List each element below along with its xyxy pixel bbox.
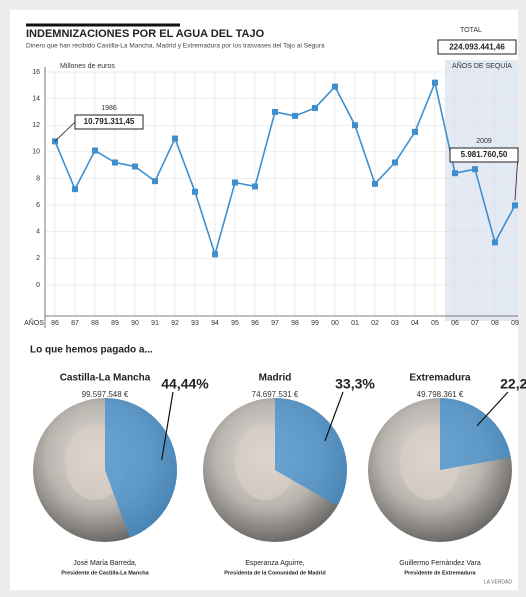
amount: 49.798.361 €: [417, 390, 464, 399]
pie-wedge: [275, 398, 347, 506]
y-tick-label: 0: [36, 282, 40, 289]
chart-subtitle: Dinero que han recibido Castilla-La Manc…: [26, 43, 325, 50]
x-tick-label: 92: [171, 320, 179, 327]
x-tick-label: 99: [311, 320, 319, 327]
data-point: [172, 135, 178, 142]
data-point: [72, 186, 78, 193]
data-label: 10.791.311,45: [84, 117, 135, 126]
x-tick-label: 08: [491, 320, 499, 327]
annotation: 2009: [476, 138, 492, 145]
shade-label: AÑOS DE SEQUÍA: [452, 61, 512, 70]
person-name: Guillermo Fernández Vara: [399, 560, 481, 567]
data-point: [152, 178, 158, 185]
data-label: 5.981.760,50: [461, 150, 508, 159]
data-point: [432, 79, 438, 86]
x-tick-label: 02: [371, 320, 379, 327]
x-tick-label: 07: [471, 320, 479, 327]
person-role: Presidente de Castilla-La Mancha: [61, 570, 149, 576]
data-point: [272, 108, 278, 115]
x-axis-label: AÑOS: [24, 318, 44, 327]
x-tick-label: 05: [431, 320, 439, 327]
data-point: [232, 179, 238, 186]
total-label: TOTAL: [460, 27, 482, 34]
data-point: [192, 188, 198, 195]
section-title: Lo que hemos pagado a...: [30, 345, 153, 356]
pie-wedge: [105, 398, 178, 538]
annotation: 1986: [101, 105, 117, 112]
data-point: [292, 112, 298, 119]
data-point: [412, 128, 418, 135]
data-point: [452, 170, 458, 177]
data-point: [472, 166, 478, 173]
y-tick-label: 6: [36, 202, 40, 209]
total-value: 224.093.441,46: [449, 43, 505, 52]
x-tick-label: 97: [271, 320, 279, 327]
y-tick-label: 14: [32, 95, 40, 102]
y-tick-label: 10: [32, 149, 40, 156]
data-point: [312, 104, 318, 111]
leader-line: [476, 391, 509, 427]
x-tick-label: 04: [411, 320, 419, 327]
annotation-box: [74, 114, 144, 130]
person-role: Presidenta de la Comunidad de Madrid: [224, 570, 325, 576]
leader-line: [324, 391, 344, 442]
amount: 74.697.531 €: [252, 390, 299, 399]
x-tick-label: 90: [131, 320, 139, 327]
y-tick-label: 16: [32, 69, 40, 76]
source: LA VERDAD: [484, 579, 512, 585]
data-point: [132, 163, 138, 170]
data-point: [492, 239, 498, 246]
y-tick-label: 2: [36, 255, 40, 262]
x-tick-label: 01: [351, 320, 359, 327]
x-tick-label: 00: [331, 320, 339, 327]
data-point: [252, 183, 258, 190]
data-line: [54, 79, 516, 258]
total-box: [437, 39, 517, 55]
y-axis-label: Millones de euros: [60, 63, 115, 70]
y-tick-label: 12: [32, 122, 40, 129]
pie-wedge: [440, 398, 511, 470]
x-tick-label: 89: [111, 320, 119, 327]
data-point: [212, 251, 218, 258]
leader-line: [161, 391, 174, 461]
x-tick-label: 93: [191, 320, 199, 327]
data-point: [512, 202, 518, 209]
x-tick-label: 91: [151, 320, 159, 327]
x-tick-label: 95: [231, 320, 239, 327]
percent-label: 44,44%: [161, 376, 209, 392]
data-point: [372, 180, 378, 187]
x-tick-label: 96: [251, 320, 259, 327]
amount: 99.597.548 €: [82, 390, 129, 399]
annotation-box: [449, 147, 519, 163]
chart-title: INDEMNIZACIONES POR EL AGUA DEL TAJO: [26, 28, 265, 40]
x-tick-label: 87: [71, 320, 79, 327]
region-name: Extremadura: [409, 373, 471, 384]
x-tick-label: 98: [291, 320, 299, 327]
leader-line: [514, 154, 519, 201]
data-point: [352, 122, 358, 129]
data-point: [332, 83, 338, 90]
person-name: Esperanza Aguirre,: [245, 560, 305, 567]
x-tick-label: 09: [511, 320, 519, 327]
percent-label: 22,2%: [500, 376, 526, 392]
region-name: Madrid: [259, 373, 292, 384]
y-tick-label: 8: [36, 175, 40, 182]
data-point: [392, 159, 398, 166]
region-name: Castilla-La Mancha: [60, 373, 151, 384]
leader-line: [54, 121, 76, 142]
x-tick-label: 86: [51, 320, 59, 327]
x-tick-label: 94: [211, 320, 219, 327]
data-point: [112, 159, 118, 166]
x-tick-label: 06: [451, 320, 459, 327]
x-tick-label: 88: [91, 320, 99, 327]
percent-label: 33,3%: [335, 376, 375, 392]
person-role: Presidente de Extremadura: [404, 570, 476, 576]
person-name: José María Barreda,: [73, 560, 136, 567]
data-point: [92, 147, 98, 154]
y-tick-label: 4: [36, 229, 40, 236]
x-tick-label: 03: [391, 320, 399, 327]
